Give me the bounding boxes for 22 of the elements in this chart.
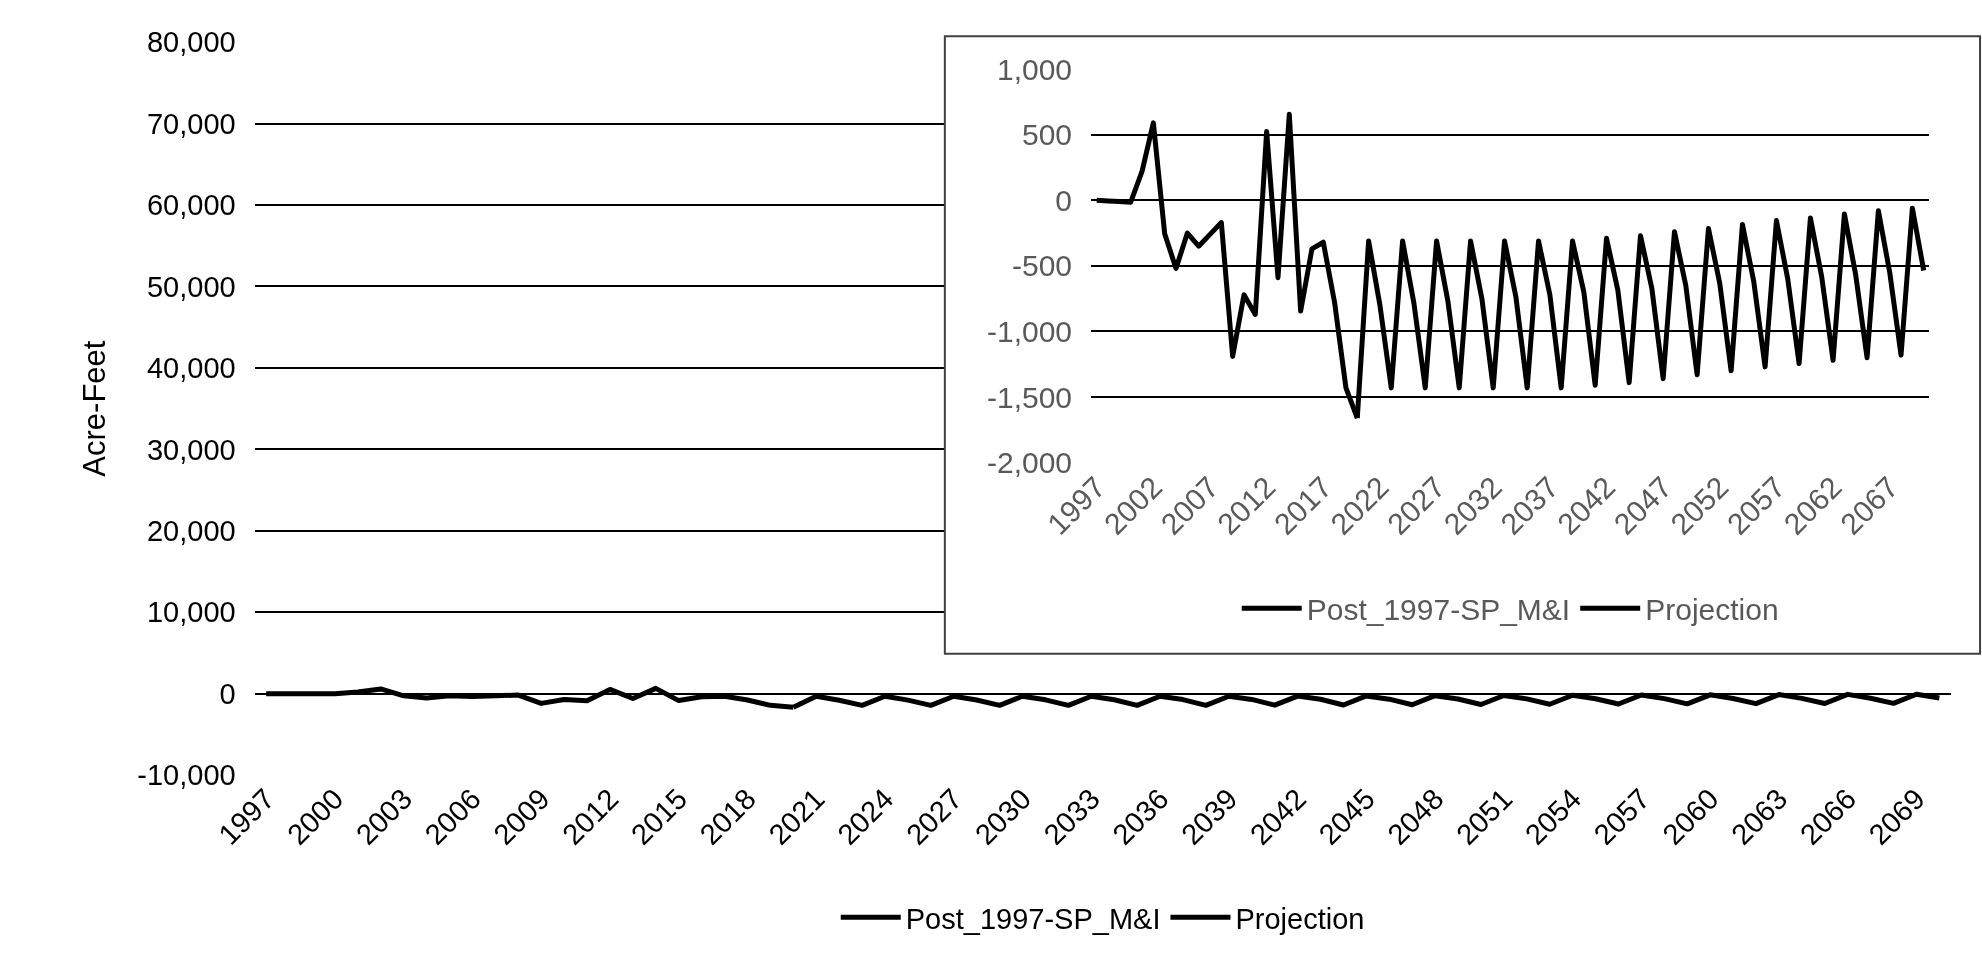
y-tick-label: -1,500 [986,380,1073,414]
y-tick-label: 50,000 [147,270,236,303]
y-tick-label: 0 [1055,183,1073,217]
y-tick-label: 80,000 [147,26,236,59]
y-tick-label: 40,000 [147,352,236,385]
y-tick-label: 70,000 [147,107,236,140]
y-tick-label: 20,000 [147,514,236,547]
y-tick-label: 500 [1021,118,1073,152]
y-tick-label: -500 [1012,249,1073,283]
y-axis-title: Acre-Feet [76,340,112,477]
y-tick-label: 1,000 [996,52,1073,86]
y-tick-label: -1,000 [986,314,1073,348]
y-tick-label: 60,000 [147,189,236,222]
legend-label: Post_1997-SP_M&I [1306,593,1571,627]
y-tick-label: 0 [219,677,236,710]
y-tick-label: 10,000 [147,596,236,629]
y-tick-label: 30,000 [147,433,236,466]
legend-label: Projection [1645,593,1779,627]
legend-label: Post_1997-SP_M&I [905,902,1161,935]
y-tick-label: -10,000 [137,759,236,792]
y-tick-label: -2,000 [986,446,1073,480]
legend-label: Projection [1235,902,1365,935]
